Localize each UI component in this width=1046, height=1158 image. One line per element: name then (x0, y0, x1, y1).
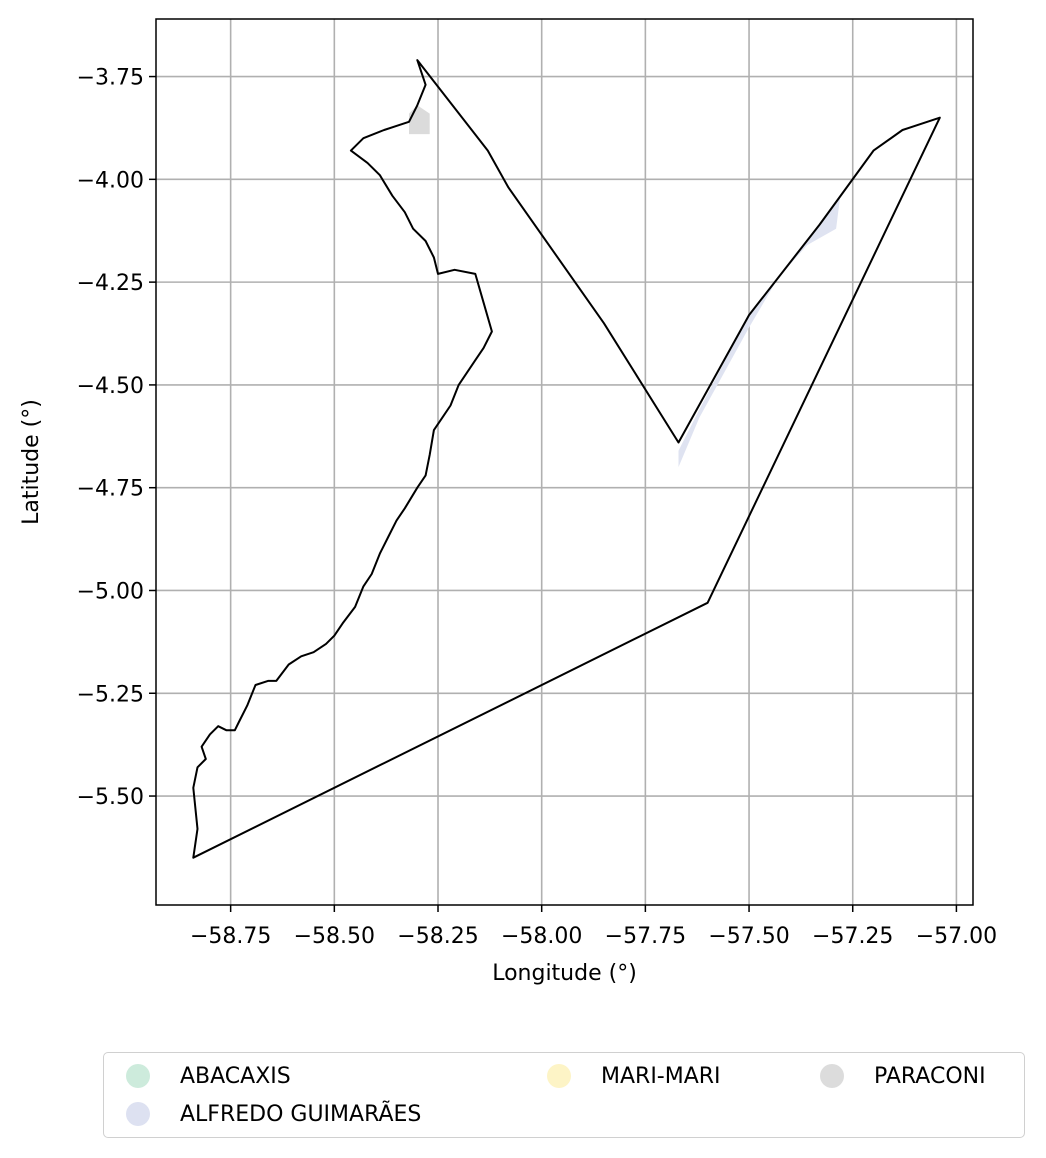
y-tick-label: −4.75 (77, 477, 144, 502)
boundary-outline (192, 59, 941, 859)
legend-marker-paraconi (820, 1064, 844, 1088)
legend-label: MARI-MARI (601, 1063, 721, 1089)
region-paraconi (409, 105, 430, 135)
legend-marker-alfredo-guimaraes (126, 1102, 150, 1126)
y-tick-label: −4.50 (77, 374, 144, 399)
grid-lines (156, 19, 973, 905)
y-tick-label: −4.25 (77, 271, 144, 296)
x-tick-label: −58.75 (190, 924, 271, 949)
legend-marker-mari-mari (547, 1064, 571, 1088)
legend-label: ABACAXIS (180, 1063, 291, 1089)
map-plot: −58.75 −58.50 −58.25 −58.00 −57.75 −57.50 −57.… (19, 18, 997, 986)
y-axis-ticks: −3.75 −4.00 −4.25 −4.50 −4.75 −5.00 −5.25 −5.50 (77, 66, 156, 810)
legend-item-alfredo-guimaraes: ALFREDO GUIMARÃES (126, 1099, 421, 1129)
legend-item-abacaxis: ABACAXIS (126, 1061, 291, 1091)
x-tick-label: −57.50 (708, 924, 789, 949)
legend-item-paraconi: PARACONI (820, 1061, 986, 1091)
x-tick-label: −57.75 (605, 924, 686, 949)
legend-item-mari-mari: MARI-MARI (547, 1061, 721, 1091)
x-tick-label: −58.00 (501, 924, 582, 949)
legend-label: ALFREDO GUIMARÃES (180, 1101, 422, 1127)
y-tick-label: −5.25 (77, 682, 144, 707)
y-tick-label: −4.00 (77, 168, 144, 193)
x-tick-label: −58.50 (294, 924, 375, 949)
legend: ABACAXIS ALFREDO GUIMARÃES MARI-MARI PAR… (103, 1052, 1025, 1138)
y-tick-label: −5.00 (77, 579, 144, 604)
x-tick-label: −58.25 (397, 924, 478, 949)
y-axis-label: Latitude (°) (19, 399, 44, 525)
x-axis-label: Longitude (°) (492, 961, 637, 986)
y-tick-label: −5.50 (77, 785, 144, 810)
legend-label: PARACONI (874, 1063, 986, 1089)
region-alfredo-guimar-es (678, 195, 841, 468)
x-tick-label: −57.25 (812, 924, 893, 949)
x-axis-ticks: −58.75 −58.50 −58.25 −58.00 −57.75 −57.50 −57.… (190, 905, 997, 949)
x-tick-label: −57.00 (916, 924, 997, 949)
region-fills (409, 105, 841, 468)
legend-marker-abacaxis (126, 1064, 150, 1088)
y-tick-label: −3.75 (77, 66, 144, 91)
plot-frame (155, 18, 974, 906)
